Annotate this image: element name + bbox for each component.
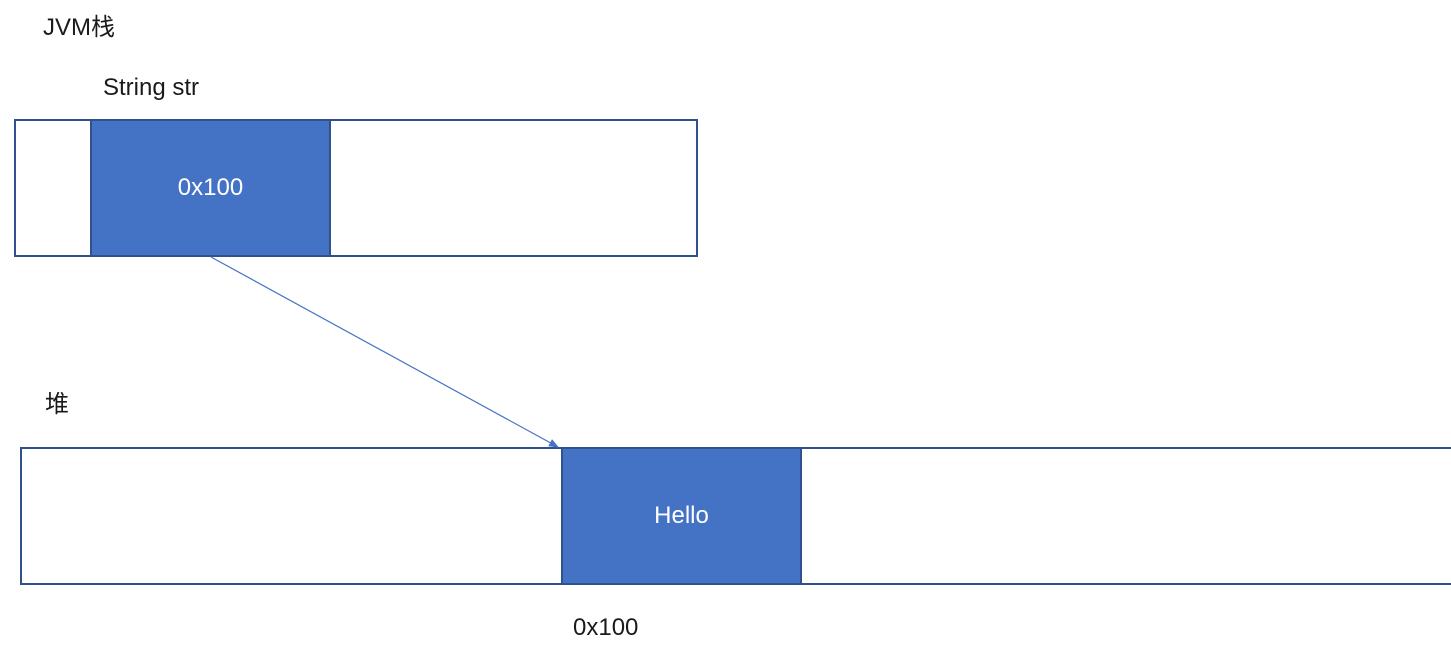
heap-object-cell: Hello bbox=[561, 447, 802, 585]
heap-title: 堆 bbox=[45, 391, 69, 418]
stack-reference-value: 0x100 bbox=[177, 174, 244, 201]
stack-reference-cell: 0x100 bbox=[90, 119, 331, 257]
stack-title: JVM栈 bbox=[43, 14, 115, 41]
heap-object-value: Hello bbox=[654, 502, 709, 529]
reference-arrow-line bbox=[210, 256, 559, 448]
heap-address-label: 0x100 bbox=[573, 614, 639, 641]
stack-variable-label: String str bbox=[103, 74, 200, 101]
